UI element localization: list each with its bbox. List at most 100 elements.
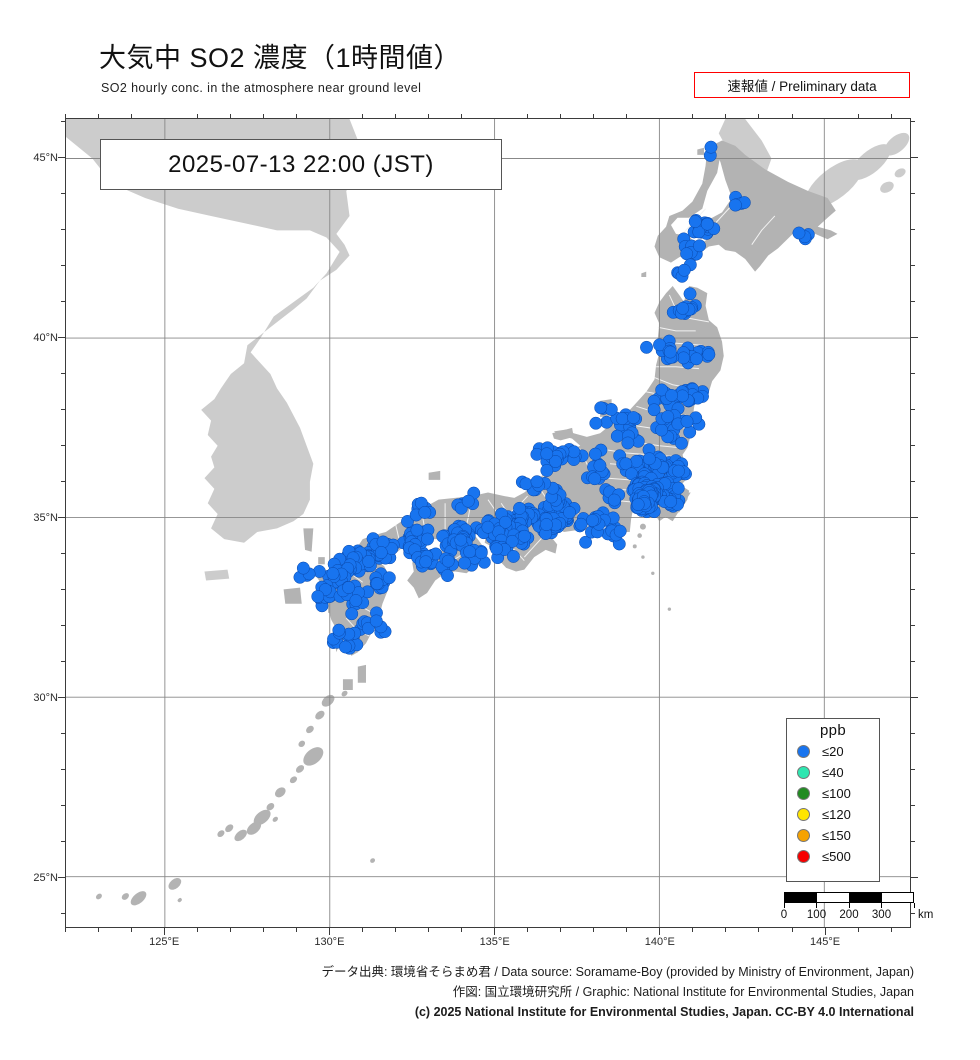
- station-marker[interactable]: [665, 388, 678, 402]
- station-marker[interactable]: [655, 423, 669, 437]
- station-marker[interactable]: [374, 546, 388, 559]
- scale-bar-segment: [849, 893, 882, 902]
- station-marker[interactable]: [664, 495, 678, 508]
- kuril-island: [880, 181, 894, 193]
- station-marker[interactable]: [647, 403, 661, 417]
- station-marker[interactable]: [689, 352, 703, 366]
- station-marker[interactable]: [574, 517, 588, 531]
- station-marker[interactable]: [540, 518, 553, 532]
- station-marker[interactable]: [441, 569, 454, 583]
- station-marker[interactable]: [481, 520, 495, 534]
- station-marker[interactable]: [410, 523, 424, 537]
- station-marker[interactable]: [702, 348, 716, 361]
- station-marker[interactable]: [631, 498, 645, 511]
- station-marker[interactable]: [677, 351, 690, 365]
- kuril-island: [894, 168, 906, 178]
- station-marker[interactable]: [680, 247, 694, 261]
- station-marker[interactable]: [586, 513, 599, 527]
- station-marker[interactable]: [311, 590, 325, 603]
- station-marker[interactable]: [401, 514, 414, 528]
- station-marker[interactable]: [549, 455, 562, 468]
- station-marker[interactable]: [728, 198, 742, 212]
- station-marker[interactable]: [683, 287, 697, 301]
- x-axis-minor-tick-top: [626, 114, 628, 118]
- station-marker[interactable]: [332, 623, 346, 637]
- station-marker[interactable]: [680, 415, 694, 428]
- station-marker[interactable]: [627, 411, 640, 424]
- station-marker[interactable]: [513, 501, 526, 515]
- scale-bar-tick: [913, 903, 915, 908]
- station-marker[interactable]: [474, 546, 488, 560]
- station-marker[interactable]: [517, 529, 531, 543]
- station-marker[interactable]: [563, 506, 577, 519]
- station-marker[interactable]: [604, 403, 618, 416]
- station-marker[interactable]: [458, 556, 471, 570]
- station-marker[interactable]: [499, 515, 512, 529]
- station-marker[interactable]: [441, 554, 455, 568]
- station-marker[interactable]: [688, 215, 702, 228]
- station-marker[interactable]: [349, 594, 363, 608]
- station-marker[interactable]: [653, 338, 666, 352]
- station-marker[interactable]: [693, 239, 706, 253]
- station-marker[interactable]: [593, 459, 607, 472]
- station-marker[interactable]: [454, 533, 468, 547]
- station-marker[interactable]: [296, 561, 310, 575]
- station-marker[interactable]: [588, 472, 602, 486]
- station-marker[interactable]: [519, 477, 533, 491]
- station-marker[interactable]: [362, 555, 376, 568]
- station-marker[interactable]: [642, 452, 656, 466]
- station-marker[interactable]: [339, 640, 352, 654]
- izu-island: [639, 523, 646, 530]
- station-marker[interactable]: [540, 464, 554, 477]
- station-marker[interactable]: [345, 607, 359, 621]
- station-marker[interactable]: [704, 140, 718, 154]
- station-marker[interactable]: [342, 581, 356, 594]
- station-marker[interactable]: [461, 494, 475, 508]
- x-axis-major-tick: [328, 928, 330, 935]
- station-marker[interactable]: [588, 447, 602, 461]
- nansei-island: [321, 694, 335, 707]
- station-marker[interactable]: [630, 454, 643, 468]
- footer-line: 作図: 国立環境研究所 / Graphic: National Institut…: [452, 985, 914, 999]
- continental-asia-korea: [66, 119, 373, 543]
- station-marker[interactable]: [505, 534, 519, 548]
- station-marker[interactable]: [607, 493, 621, 507]
- station-marker[interactable]: [675, 436, 688, 450]
- station-marker[interactable]: [326, 567, 340, 581]
- station-marker[interactable]: [370, 577, 384, 591]
- station-marker[interactable]: [594, 401, 608, 415]
- station-marker[interactable]: [507, 549, 520, 563]
- station-marker[interactable]: [530, 475, 544, 489]
- station-marker[interactable]: [676, 301, 690, 315]
- station-marker[interactable]: [589, 416, 603, 430]
- page-subtitle: SO2 hourly conc. in the atmosphere near …: [101, 81, 422, 95]
- station-marker[interactable]: [613, 524, 627, 538]
- station-marker[interactable]: [540, 447, 554, 461]
- station-marker[interactable]: [376, 535, 390, 549]
- station-marker[interactable]: [615, 412, 629, 425]
- station-marker[interactable]: [567, 445, 581, 459]
- station-marker[interactable]: [676, 389, 689, 403]
- station-marker[interactable]: [663, 345, 677, 359]
- station-marker[interactable]: [619, 457, 633, 471]
- legend-entry-list: ≤20 ≤40 ≤100 ≤120 ≤150 ≤500: [787, 741, 879, 867]
- map-plot-area[interactable]: [65, 118, 911, 928]
- station-marker[interactable]: [792, 226, 806, 240]
- station-marker[interactable]: [382, 571, 396, 585]
- station-marker[interactable]: [579, 535, 593, 549]
- station-marker[interactable]: [369, 614, 383, 628]
- station-marker[interactable]: [677, 263, 691, 277]
- station-marker[interactable]: [610, 429, 624, 443]
- station-marker[interactable]: [419, 555, 433, 569]
- station-marker[interactable]: [418, 505, 432, 519]
- station-marker[interactable]: [661, 410, 675, 424]
- station-marker[interactable]: [621, 436, 635, 450]
- station-marker[interactable]: [490, 542, 504, 556]
- station-marker[interactable]: [671, 481, 685, 495]
- station-marker[interactable]: [421, 532, 434, 546]
- station-marker[interactable]: [463, 545, 477, 559]
- station-marker[interactable]: [700, 217, 714, 231]
- station-marker[interactable]: [640, 340, 653, 354]
- station-marker[interactable]: [672, 464, 685, 478]
- station-marker[interactable]: [655, 383, 669, 397]
